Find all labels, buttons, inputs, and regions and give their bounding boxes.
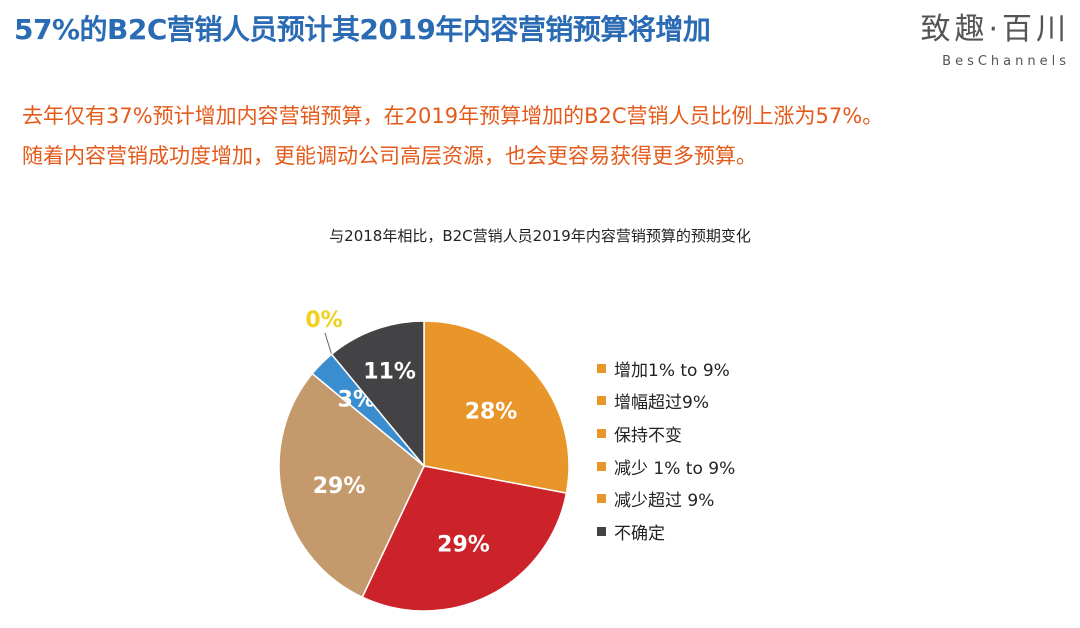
legend-item-1: 增幅超过9% bbox=[597, 385, 735, 418]
pie-slice-5 bbox=[330, 320, 425, 469]
legend-swatch bbox=[597, 526, 606, 536]
legend-swatch bbox=[597, 396, 606, 406]
legend-item-2: 保持不变 bbox=[597, 417, 735, 450]
summary-text: 去年仅有37%预计增加内容营销预算，在2019年预算增加的B2C营销人员比例上涨… bbox=[22, 96, 883, 176]
pie-slice-2 bbox=[278, 372, 425, 599]
summary-line-1: 去年仅有37%预计增加内容营销预算，在2019年预算增加的B2C营销人员比例上涨… bbox=[22, 104, 884, 128]
legend-swatch bbox=[597, 494, 606, 504]
legend-label: 不确定 bbox=[614, 523, 665, 544]
legend-swatch bbox=[597, 363, 606, 373]
legend-item-0: 增加1% to 9% bbox=[597, 352, 735, 385]
brand-name-cn: 致趣·百川 bbox=[920, 12, 1070, 47]
pie-label-5: 11% bbox=[363, 360, 416, 385]
brand-name-en: BesChannels bbox=[942, 54, 1070, 69]
pie-label-1: 29% bbox=[437, 533, 490, 558]
chart-legend: 增加1% to 9% 增幅超过9% 保持不变减少 1% to 9% 减少超过 9% 不确… bbox=[597, 352, 735, 548]
pie-slice-0 bbox=[423, 320, 570, 495]
legend-item-4: 减少超过 9% bbox=[597, 482, 735, 515]
legend-swatch bbox=[597, 428, 606, 438]
chart-title: 与2018年相比，B2C营销人员2019年内容营销预算的预期变化 bbox=[329, 227, 751, 245]
pie-label-0: 28% bbox=[465, 400, 518, 425]
legend-item-3: 减少 1% to 9% bbox=[597, 450, 735, 483]
legend-label: 减少 1% to 9% bbox=[614, 458, 736, 479]
pie-slice-1 bbox=[361, 465, 568, 612]
summary-line-2: 随着内容营销成功度增加，更能调动公司高层资源，也会更容易获得更多预算。 bbox=[22, 144, 757, 168]
legend-swatch bbox=[597, 461, 606, 471]
pie-label-4: 0% bbox=[305, 308, 342, 333]
legend-label: 保持不变 bbox=[614, 425, 682, 446]
legend-label: 减少超过 9% bbox=[614, 491, 715, 512]
pie-leader-line-4 bbox=[324, 332, 333, 355]
pie-label-2: 29% bbox=[313, 474, 366, 499]
legend-item-5: 不确定 bbox=[597, 515, 735, 548]
legend-label: 增加1% to 9% bbox=[614, 360, 730, 381]
brand-logo: 致趣·百川 BesChannels bbox=[920, 12, 1070, 69]
page-title: 57%的B2C营销人员预计其2019年内容营销预算将增加 bbox=[14, 13, 711, 46]
legend-label: 增幅超过9% bbox=[614, 393, 709, 414]
